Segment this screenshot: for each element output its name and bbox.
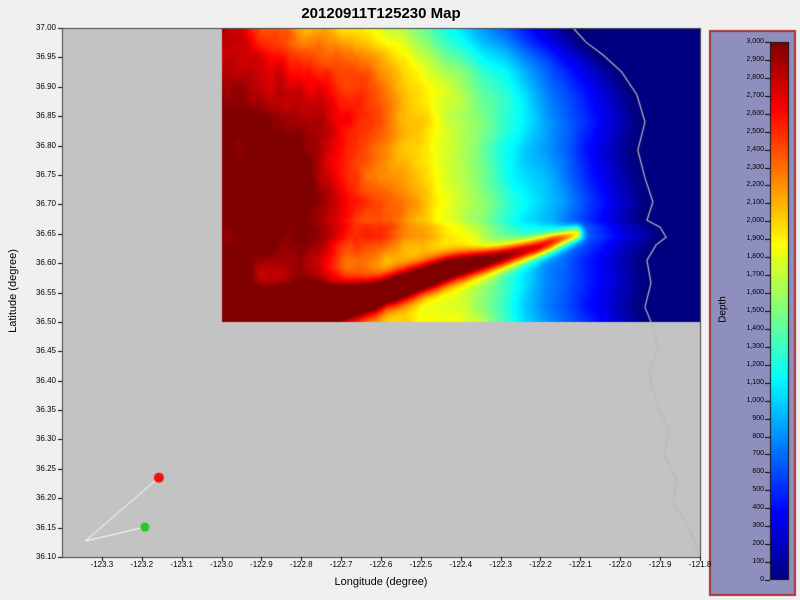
- plot-title: 20120911T125230 Map: [301, 5, 461, 22]
- colorbar-label: Depth: [717, 296, 729, 323]
- x-axis-label: Longitude (degree): [334, 576, 428, 588]
- y-axis-label: Latitude (degree): [7, 249, 19, 333]
